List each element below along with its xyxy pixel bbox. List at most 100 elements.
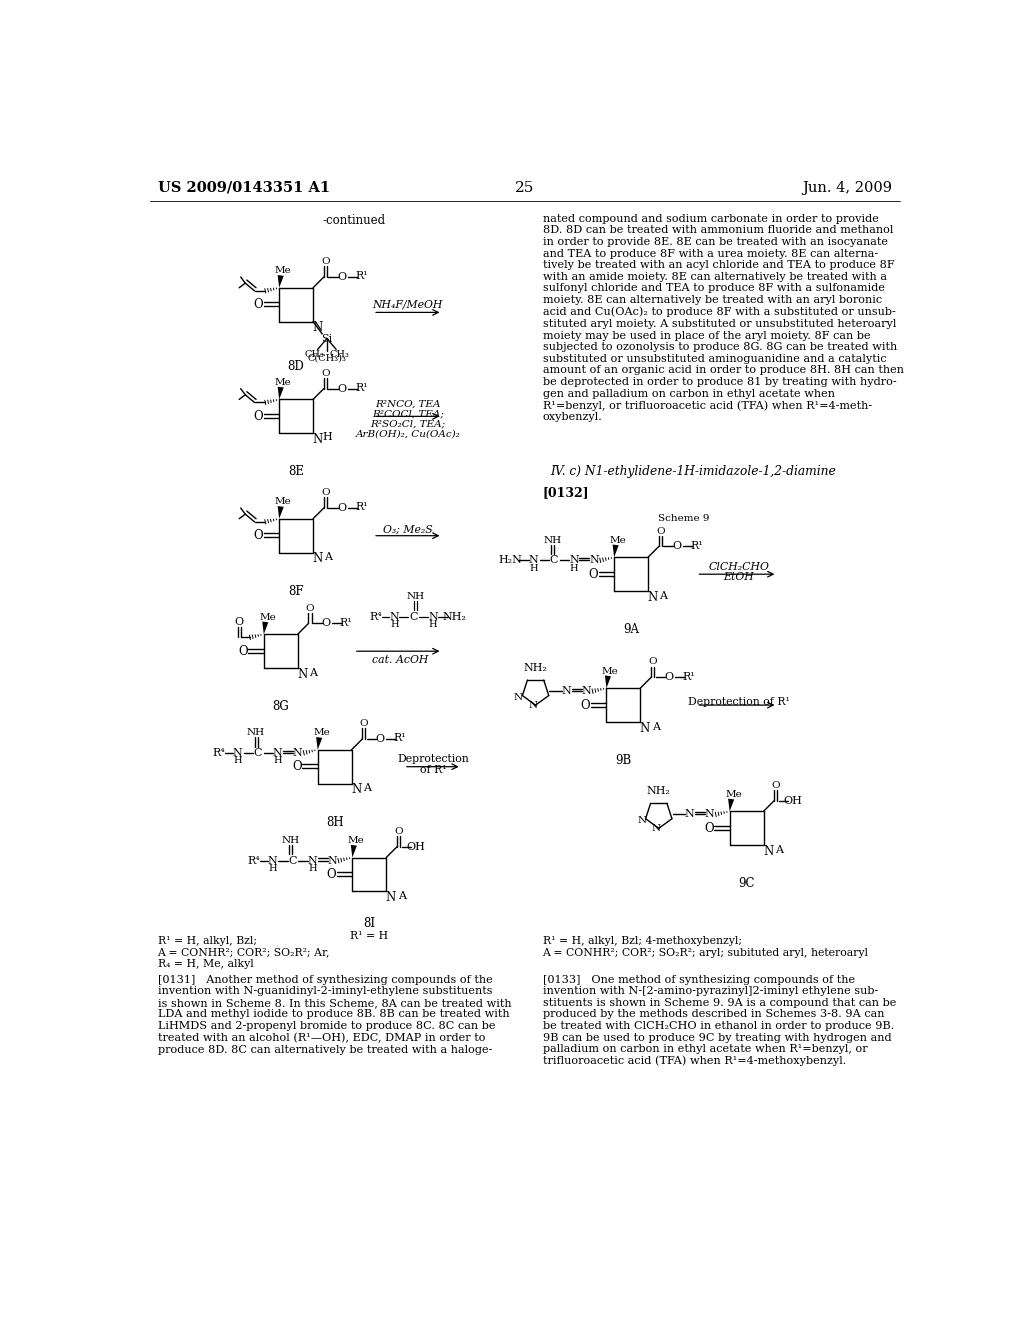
Text: CH₃: CH₃ <box>330 350 349 359</box>
Text: O: O <box>648 657 657 667</box>
Polygon shape <box>728 799 734 812</box>
Text: O: O <box>305 603 314 612</box>
Polygon shape <box>262 622 268 635</box>
Text: O: O <box>665 672 674 682</box>
Text: R²COCl, TEA;: R²COCl, TEA; <box>372 409 443 418</box>
Text: Scheme 9: Scheme 9 <box>657 515 710 523</box>
Text: A: A <box>775 845 783 855</box>
Text: R¹: R¹ <box>683 672 695 681</box>
Text: O: O <box>581 698 591 711</box>
Text: R²NCO, TEA: R²NCO, TEA <box>375 400 440 408</box>
Text: NH: NH <box>544 536 561 545</box>
Text: N: N <box>293 748 302 758</box>
Text: Me: Me <box>725 789 741 799</box>
Text: R¹ = H, alkyl, Bzl; 4-methoxybenzyl;
A = CONHR²; COR²; SO₂R²; aryl; subituted ar: R¹ = H, alkyl, Bzl; 4-methoxybenzyl; A =… <box>543 936 868 958</box>
Text: O: O <box>359 719 369 729</box>
Text: A: A <box>309 668 317 677</box>
Text: NH₂: NH₂ <box>647 787 671 796</box>
Text: IV. c) N1-ethylidene-1H-imidazole-1,2-diamine: IV. c) N1-ethylidene-1H-imidazole-1,2-di… <box>550 465 836 478</box>
Text: 8H: 8H <box>326 816 343 829</box>
Text: NH₄F/MeOH: NH₄F/MeOH <box>373 300 443 310</box>
Text: [0132]: [0132] <box>543 486 589 499</box>
Text: N: N <box>328 855 337 866</box>
Text: N: N <box>297 668 307 681</box>
Text: O: O <box>337 384 346 393</box>
Text: US 2009/0143351 A1: US 2009/0143351 A1 <box>158 181 330 194</box>
Text: cat. AcOH: cat. AcOH <box>372 656 428 665</box>
Text: [0131]   Another method of synthesizing compounds of the
invention with N-guanid: [0131] Another method of synthesizing co… <box>158 974 511 1055</box>
Text: N: N <box>763 845 773 858</box>
Text: A: A <box>651 722 659 731</box>
Text: H: H <box>529 564 538 573</box>
Text: [0133]   One method of synthesizing compounds of the
invention with N-[2-amino-p: [0133] One method of synthesizing compou… <box>543 974 896 1067</box>
Text: N: N <box>637 816 646 825</box>
Text: CH₃: CH₃ <box>305 350 325 359</box>
Text: N: N <box>312 321 323 334</box>
Text: N: N <box>582 686 591 696</box>
Text: R¹: R¹ <box>394 733 407 743</box>
Text: R¹: R¹ <box>355 383 368 393</box>
Text: Jun. 4, 2009: Jun. 4, 2009 <box>802 181 892 194</box>
Text: O: O <box>322 368 330 378</box>
Text: R⁴: R⁴ <box>213 748 225 758</box>
Text: H₂N: H₂N <box>499 556 522 565</box>
Text: C: C <box>253 748 262 758</box>
Text: O: O <box>337 272 346 282</box>
Text: R¹: R¹ <box>355 502 368 512</box>
Text: Me: Me <box>274 498 292 507</box>
Text: Me: Me <box>259 612 276 622</box>
Text: N: N <box>390 611 399 622</box>
Text: 9B: 9B <box>615 754 632 767</box>
Text: O₃; Me₂S: O₃; Me₂S <box>383 524 432 535</box>
Polygon shape <box>605 676 611 688</box>
Text: 8F: 8F <box>289 585 304 598</box>
Text: 8D: 8D <box>288 360 304 372</box>
Text: N: N <box>528 556 539 565</box>
Text: NH: NH <box>247 729 265 738</box>
Text: NH₂: NH₂ <box>523 663 548 673</box>
Text: O: O <box>234 616 244 627</box>
Text: A: A <box>397 891 406 902</box>
Text: R²SO₂Cl, TEA;: R²SO₂Cl, TEA; <box>371 420 445 429</box>
Text: O: O <box>705 822 714 834</box>
Text: O: O <box>672 541 681 552</box>
Text: N: N <box>561 686 571 696</box>
Text: C: C <box>410 611 418 622</box>
Text: NH: NH <box>282 836 300 845</box>
Text: N: N <box>647 591 657 603</box>
Polygon shape <box>316 737 323 750</box>
Text: O: O <box>376 734 385 744</box>
Text: N: N <box>589 556 599 565</box>
Text: N: N <box>312 552 323 565</box>
Text: N: N <box>267 855 278 866</box>
Text: O: O <box>254 409 263 422</box>
Text: 8G: 8G <box>272 700 289 713</box>
Text: OH: OH <box>783 796 802 805</box>
Text: O: O <box>292 760 302 774</box>
Text: Me: Me <box>348 836 365 845</box>
Text: O: O <box>337 503 346 513</box>
Text: C: C <box>550 556 558 565</box>
Text: H: H <box>569 564 579 573</box>
Text: 9C: 9C <box>738 878 755 890</box>
Text: EtOH: EtOH <box>724 573 755 582</box>
Text: O: O <box>254 529 263 543</box>
Text: N: N <box>652 824 662 833</box>
Text: -continued: -continued <box>323 214 385 227</box>
Polygon shape <box>278 506 284 519</box>
Text: 8E: 8E <box>288 465 304 478</box>
Text: 25: 25 <box>515 181 535 194</box>
Text: R¹ = H: R¹ = H <box>350 931 388 941</box>
Text: nated compound and sodium carbonate in order to provide
8D. 8D can be treated wi: nated compound and sodium carbonate in o… <box>543 214 903 422</box>
Text: Me: Me <box>274 267 292 276</box>
Text: 8I: 8I <box>364 917 376 931</box>
Text: N: N <box>386 891 396 904</box>
Text: H: H <box>268 863 276 873</box>
Text: O: O <box>394 826 402 836</box>
Polygon shape <box>278 275 284 288</box>
Text: H: H <box>322 432 332 442</box>
Text: R¹: R¹ <box>340 618 352 628</box>
Text: Si: Si <box>322 334 333 343</box>
Text: Me: Me <box>602 667 618 676</box>
Text: O: O <box>656 527 665 536</box>
